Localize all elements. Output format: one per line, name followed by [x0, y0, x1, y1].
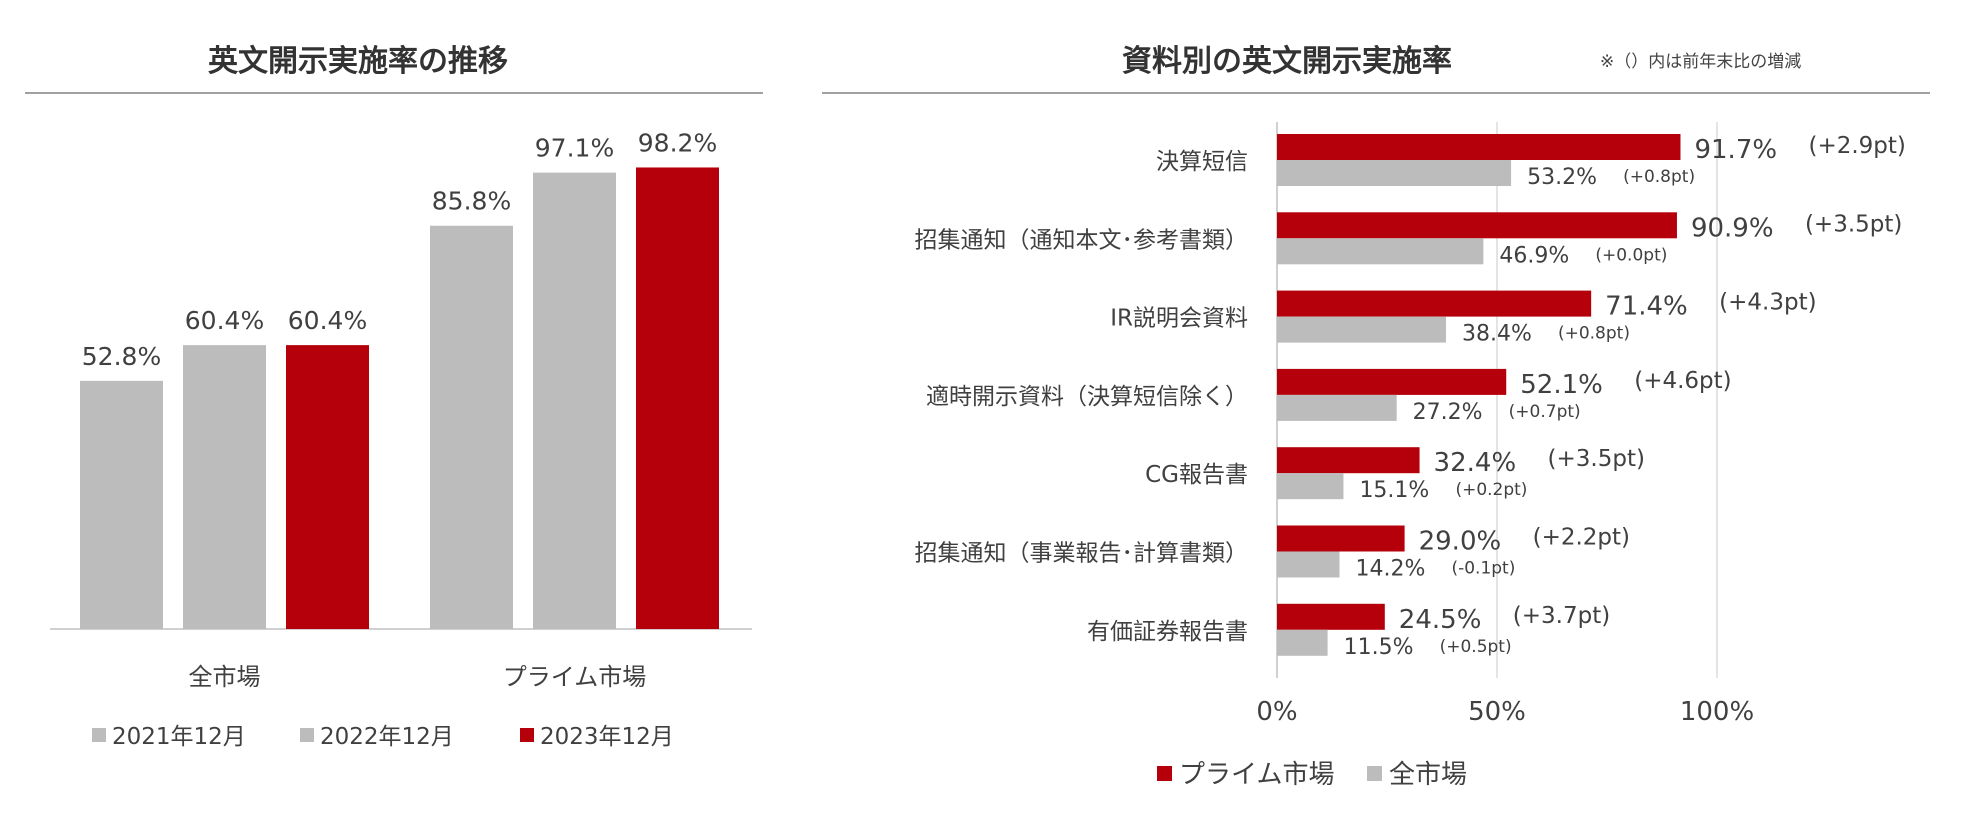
legend-swatch: [520, 728, 534, 742]
bar-value-label: 11.5%: [1344, 635, 1414, 660]
bar-change-label: (+0.5pt): [1440, 637, 1512, 657]
bar: [286, 345, 369, 629]
bar-change-label: (+3.5pt): [1805, 211, 1902, 237]
bar-change-label: (+2.9pt): [1808, 133, 1905, 159]
bar-value-label: 90.9%: [1691, 213, 1774, 243]
bar-value-label: 14.2%: [1355, 557, 1425, 582]
bar-prime: [1277, 447, 1420, 474]
x-tick-label: 0%: [1256, 697, 1297, 727]
bar-prime: [1277, 525, 1405, 552]
left-chart-title: 英文開示実施率の推移: [208, 44, 508, 79]
x-tick-label: 100%: [1680, 697, 1754, 727]
right-chart-title: 資料別の英文開示実施率: [1122, 44, 1452, 79]
bar-change-label: (+0.0pt): [1595, 245, 1667, 265]
category-label: CG報告書: [1145, 462, 1248, 488]
bar-value-label: 52.8%: [82, 342, 161, 371]
left-bar-chart: 52.8% 60.4% 60.4% 全市場 85.8% 97.1% 98.2% プライム市場 2…: [50, 128, 752, 750]
legend-label: プライム市場: [1179, 760, 1334, 790]
right-chart-note: ※（）内は前年末比の増減: [1600, 52, 1802, 72]
bar-all: [1277, 473, 1344, 500]
bar-value-label: 97.1%: [535, 134, 614, 163]
category-label: IR説明会資料: [1110, 306, 1248, 332]
bar-all: [1277, 160, 1512, 186]
category-label: 決算短信: [1156, 149, 1248, 175]
legend-swatch: [300, 728, 314, 742]
bar-change-label: (+4.6pt): [1634, 368, 1731, 394]
legend-label: 2023年12月: [540, 724, 674, 750]
bar-all: [1277, 238, 1484, 265]
bar: [533, 172, 616, 629]
bar-value-label: 60.4%: [185, 306, 264, 335]
category-label: 招集通知（通知本文･参考書類）: [915, 227, 1249, 253]
category-label: 適時開示資料（決算短信除く）: [926, 384, 1248, 410]
bar-change-label: (+0.8pt): [1558, 324, 1630, 344]
bar-value-label: 24.5%: [1399, 605, 1482, 635]
category-label: プライム市場: [503, 663, 647, 691]
bar: [183, 345, 266, 629]
bar-value-label: 71.4%: [1605, 292, 1688, 322]
bar-change-label: (+0.8pt): [1623, 167, 1695, 187]
bar: [80, 380, 163, 629]
bar-prime: [1277, 603, 1385, 630]
bar-all: [1277, 316, 1446, 343]
bar-prime: [1277, 212, 1677, 239]
bar-value-label: 46.9%: [1499, 243, 1569, 268]
bar-change-label: (+0.2pt): [1455, 480, 1527, 500]
bar-prime: [1277, 134, 1681, 160]
bar-value-label: 29.0%: [1419, 527, 1502, 557]
legend-label: 2021年12月: [112, 724, 246, 750]
bar: [636, 167, 719, 629]
bar-value-label: 53.2%: [1527, 165, 1597, 190]
bar-value-label: 52.1%: [1520, 370, 1603, 400]
bar-value-label: 32.4%: [1434, 448, 1517, 478]
bar-change-label: (+2.2pt): [1533, 525, 1630, 551]
category-label: 招集通知（事業報告･計算書類）: [915, 541, 1249, 567]
bar-prime: [1277, 290, 1592, 317]
legend-label: 2022年12月: [320, 724, 454, 750]
bar-all: [1277, 394, 1397, 421]
bar-change-label: (+3.5pt): [1548, 446, 1645, 472]
legend-label: 全市場: [1389, 760, 1467, 790]
legend-swatch: [1367, 766, 1382, 781]
bar-value-label: 60.4%: [288, 306, 367, 335]
bar-value-label: 15.1%: [1359, 478, 1429, 503]
bar-value-label: 38.4%: [1462, 322, 1532, 347]
category-label: 全市場: [189, 663, 261, 691]
bar-change-label: (+3.7pt): [1513, 603, 1610, 629]
bar-value-label: 91.7%: [1694, 135, 1777, 165]
category-label: 有価証券報告書: [1087, 619, 1248, 645]
bar-value-label: 85.8%: [432, 187, 511, 216]
legend-swatch: [1157, 766, 1172, 781]
bar-prime: [1277, 368, 1507, 395]
legend-swatch: [92, 728, 106, 742]
bar-change-label: (+0.7pt): [1509, 402, 1581, 422]
bar-value-label: 27.2%: [1413, 400, 1483, 425]
bar-change-label: (+4.3pt): [1719, 290, 1816, 316]
bar-all: [1277, 629, 1328, 656]
bar: [430, 225, 513, 630]
bar-change-label: (-0.1pt): [1451, 559, 1515, 579]
left-title-rule: [25, 92, 763, 94]
x-tick-label: 50%: [1468, 697, 1526, 727]
bar-value-label: 98.2%: [638, 128, 717, 157]
bar-all: [1277, 551, 1340, 578]
right-title-rule: [822, 92, 1930, 94]
